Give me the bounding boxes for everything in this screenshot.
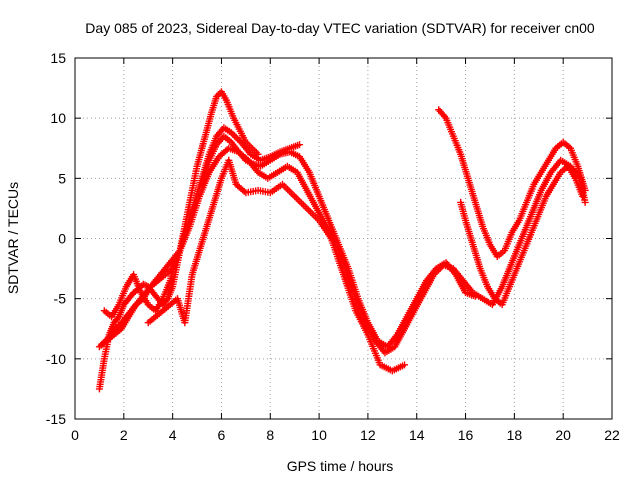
x-tick-label: 20 xyxy=(555,427,571,443)
data-point xyxy=(139,280,147,288)
y-tick-label: -5 xyxy=(54,291,67,307)
y-tick-label: -10 xyxy=(46,351,66,367)
data-series xyxy=(435,106,589,261)
data-point xyxy=(234,135,242,143)
data-point xyxy=(581,198,589,206)
data-point xyxy=(227,129,235,137)
data-series xyxy=(457,162,587,309)
tick-labels: 0 2 4 6 8 10 12 14 16 18 20 22 -15 -10 -5 0 5 10 15 xyxy=(46,50,620,443)
y-tick-label: 5 xyxy=(58,170,66,186)
x-tick-label: 14 xyxy=(409,427,425,443)
plot-area xyxy=(95,88,589,393)
data-point xyxy=(214,91,222,99)
x-tick-label: 22 xyxy=(604,427,620,443)
data-series xyxy=(198,132,479,351)
data-point xyxy=(141,281,149,289)
data-point xyxy=(229,130,237,138)
data-point xyxy=(471,292,479,300)
data-point xyxy=(240,187,248,195)
y-tick-label: 15 xyxy=(50,50,66,66)
x-axis-label: GPS time / hours xyxy=(287,458,394,474)
data-point xyxy=(99,339,107,347)
x-tick-label: 6 xyxy=(218,427,226,443)
data-point xyxy=(98,340,106,348)
x-tick-label: 4 xyxy=(169,427,177,443)
data-series xyxy=(144,156,409,375)
data-point xyxy=(101,337,109,345)
x-tick-label: 0 xyxy=(71,427,79,443)
data-point xyxy=(114,314,122,322)
data-point xyxy=(581,186,589,194)
data-point xyxy=(296,141,304,149)
y-tick-label: -15 xyxy=(46,411,66,427)
x-tick-label: 12 xyxy=(360,427,376,443)
x-tick-label: 18 xyxy=(507,427,523,443)
data-point xyxy=(171,259,179,267)
data-point xyxy=(104,334,112,342)
data-series xyxy=(100,259,179,321)
data-point xyxy=(232,133,240,141)
data-point xyxy=(401,361,409,369)
x-tick-label: 16 xyxy=(458,427,474,443)
x-tick-label: 8 xyxy=(266,427,274,443)
data-point xyxy=(579,192,587,200)
plot-border xyxy=(74,57,613,420)
data-point xyxy=(103,336,111,344)
chart-title: Day 085 of 2023, Sidereal Day-to-day VTE… xyxy=(85,20,595,36)
y-tick-label: 0 xyxy=(58,231,66,247)
y-axis-label: SDTVAR / TECUs xyxy=(5,182,21,294)
x-tick-label: 10 xyxy=(311,427,327,443)
y-tick-label: 10 xyxy=(50,110,66,126)
x-tick-label: 2 xyxy=(120,427,128,443)
data-point xyxy=(230,132,238,140)
grid-lines xyxy=(75,58,612,419)
data-point xyxy=(213,93,221,101)
